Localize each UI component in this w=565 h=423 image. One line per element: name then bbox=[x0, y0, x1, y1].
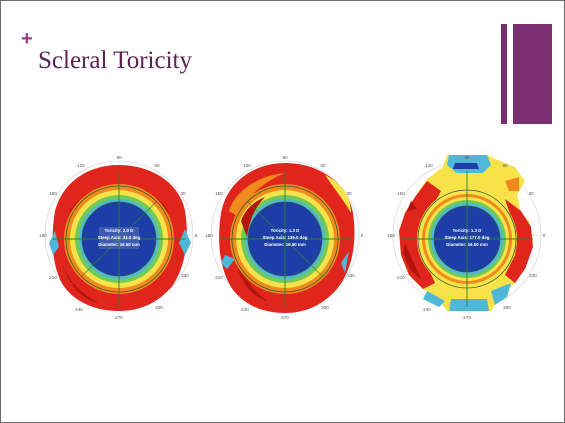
angle-180: 180 bbox=[205, 233, 213, 238]
angle-120: 120 bbox=[243, 163, 251, 168]
angle-240: 240 bbox=[423, 307, 431, 312]
angle-270: 270 bbox=[281, 315, 289, 320]
angle-150: 150 bbox=[397, 191, 405, 196]
scleral-map-3-svg: Toricity: 1.3 D Steep Axis: 177.0 deg Di… bbox=[387, 155, 546, 320]
map-1-steep-axis: Steep Axis: 33.0 deg bbox=[98, 235, 141, 240]
angle-210: 210 bbox=[215, 275, 223, 280]
angle-0: 0 bbox=[361, 233, 364, 238]
angle-150: 150 bbox=[215, 191, 223, 196]
scleral-map-2-svg: Toricity: 1.3 D Steep Axis: 136.0 deg Di… bbox=[205, 155, 364, 320]
angle-210: 210 bbox=[49, 275, 57, 280]
angle-240: 240 bbox=[75, 307, 83, 312]
slide-title: Scleral Toricity bbox=[38, 47, 192, 74]
angle-30: 30 bbox=[180, 191, 186, 196]
plus-mark: + bbox=[21, 28, 33, 50]
angle-0: 0 bbox=[195, 233, 198, 238]
scleral-map-2: Toricity: 1.3 D Steep Axis: 136.0 deg Di… bbox=[205, 151, 365, 321]
angle-270: 270 bbox=[463, 315, 471, 320]
angle-150: 150 bbox=[49, 191, 57, 196]
angle-90: 90 bbox=[464, 155, 470, 160]
map-3-toricity: Toricity: 1.3 D bbox=[453, 228, 482, 233]
angle-90: 90 bbox=[116, 155, 122, 160]
angle-30: 30 bbox=[346, 191, 352, 196]
accent-bar-thin bbox=[501, 24, 507, 124]
map-2-steep-axis: Steep Axis: 136.0 deg bbox=[263, 235, 308, 240]
angle-330: 330 bbox=[181, 273, 189, 278]
map-1-diameter: Diameter: 16.50 mm bbox=[98, 242, 140, 247]
angle-210: 210 bbox=[397, 275, 405, 280]
angle-120: 120 bbox=[425, 163, 433, 168]
map-1-toricity: Toricity: 2.0 D bbox=[105, 228, 134, 233]
angle-90: 90 bbox=[282, 155, 288, 160]
angle-180: 180 bbox=[39, 233, 47, 238]
angle-180: 180 bbox=[387, 233, 395, 238]
scleral-map-3: Toricity: 1.3 D Steep Axis: 177.0 deg Di… bbox=[387, 151, 547, 321]
angle-330: 330 bbox=[347, 273, 355, 278]
angle-270: 270 bbox=[115, 315, 123, 320]
angle-30: 30 bbox=[528, 191, 534, 196]
angle-300: 300 bbox=[155, 305, 163, 310]
angle-300: 300 bbox=[321, 305, 329, 310]
map-2-diameter: Diameter: 16.50 mm bbox=[264, 242, 306, 247]
angle-60: 60 bbox=[154, 163, 160, 168]
topography-maps: Toricity: 2.0 D Steep Axis: 33.0 deg Dia… bbox=[1, 151, 564, 331]
angle-240: 240 bbox=[241, 307, 249, 312]
angle-60: 60 bbox=[502, 163, 508, 168]
angle-60: 60 bbox=[320, 163, 326, 168]
accent-bar-thick bbox=[513, 24, 552, 124]
map-3-steep-axis: Steep Axis: 177.0 deg bbox=[445, 235, 490, 240]
angle-300: 300 bbox=[503, 305, 511, 310]
scleral-map-1-svg: Toricity: 2.0 D Steep Axis: 33.0 deg Dia… bbox=[39, 155, 198, 320]
map-2-toricity: Toricity: 1.3 D bbox=[271, 228, 300, 233]
map-3-diameter: Diameter: 16.50 mm bbox=[446, 242, 488, 247]
angle-120: 120 bbox=[77, 163, 85, 168]
scleral-map-1: Toricity: 2.0 D Steep Axis: 33.0 deg Dia… bbox=[39, 151, 199, 321]
angle-330: 330 bbox=[529, 273, 537, 278]
angle-0: 0 bbox=[543, 233, 546, 238]
